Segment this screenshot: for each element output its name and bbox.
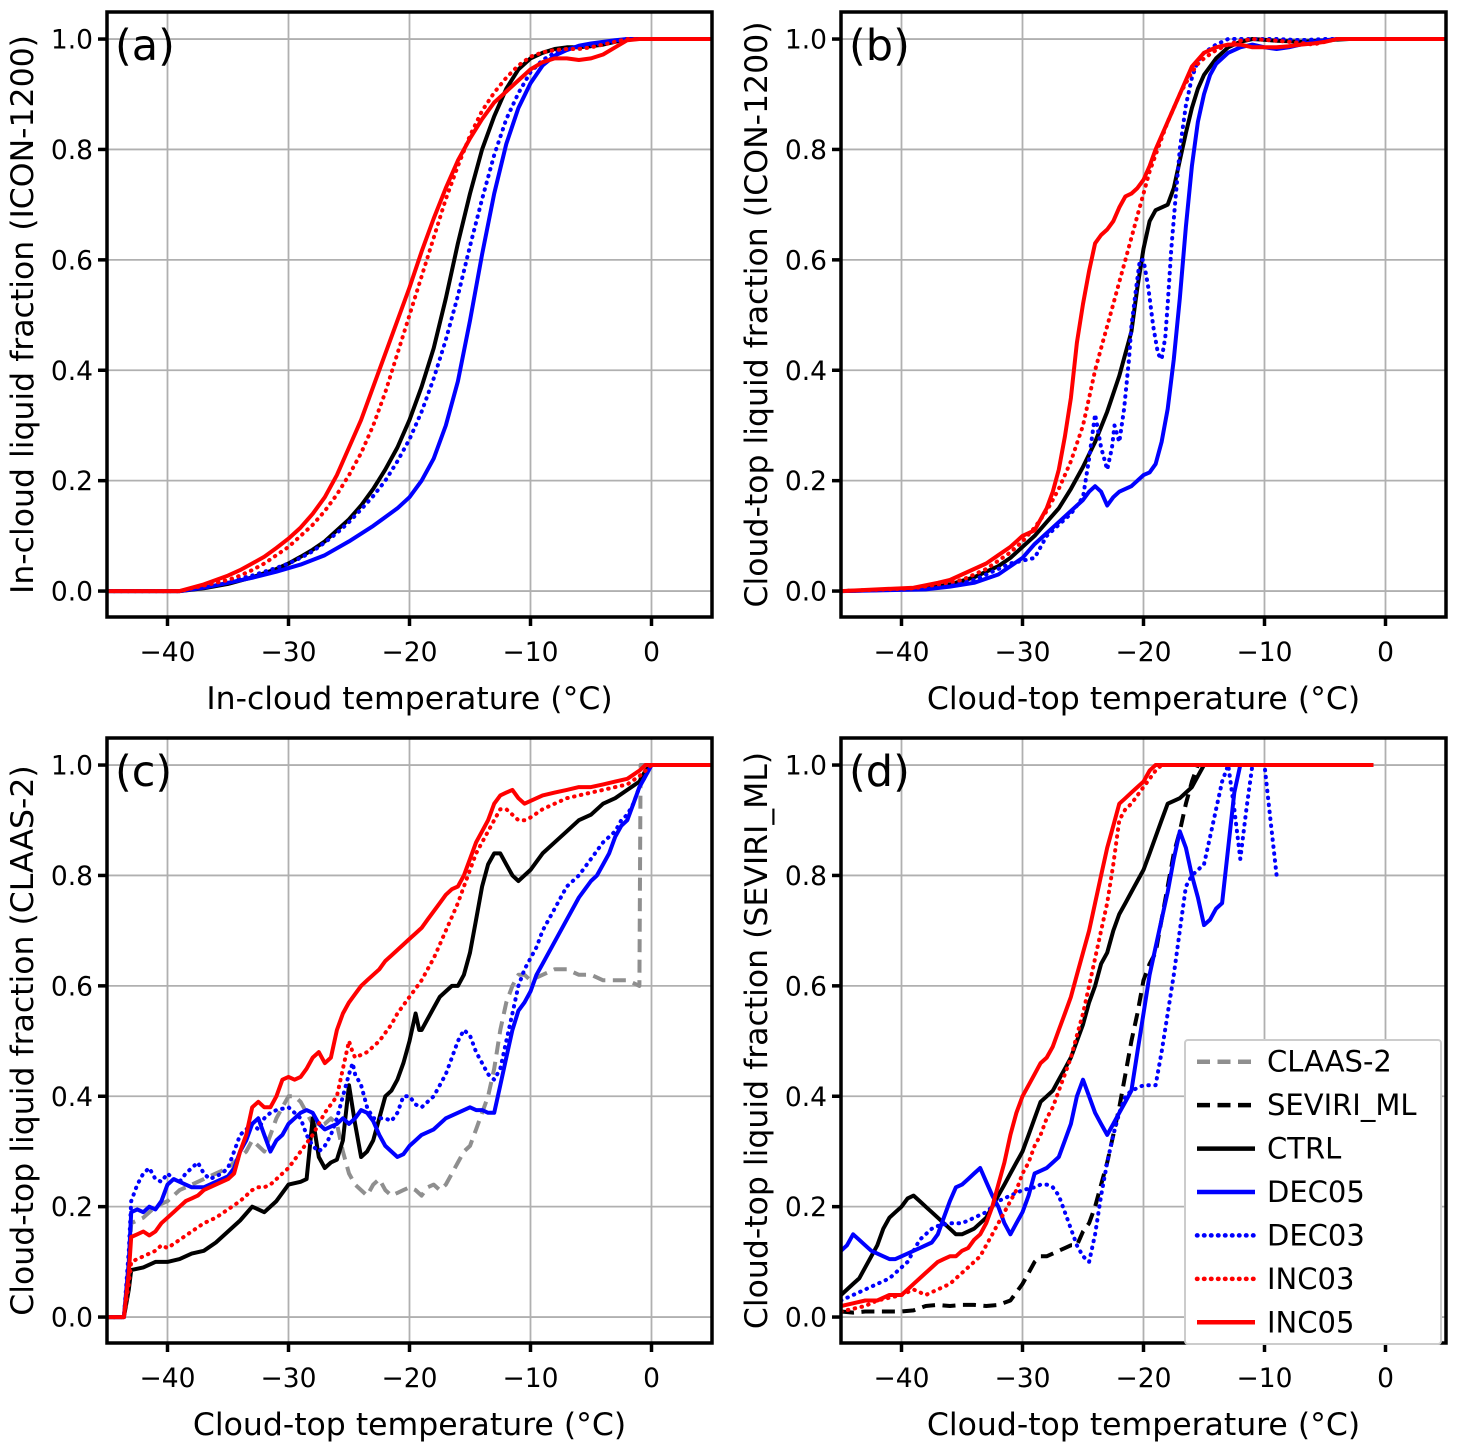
x-tick-label: −10	[1237, 1363, 1293, 1394]
x-tick-label: −20	[382, 637, 438, 668]
x-tick-label: −30	[261, 1363, 317, 1394]
series-INC03-line	[841, 763, 1376, 1314]
x-axis-label: In-cloud temperature (°C)	[206, 681, 612, 717]
y-tick-label: 0.6	[785, 971, 827, 1002]
y-tick-label: 0.2	[51, 1192, 93, 1223]
x-tick-label: −40	[140, 637, 196, 668]
x-tick-label: 0	[1377, 637, 1394, 668]
series-group	[841, 37, 1446, 594]
y-tick-label: 0.0	[785, 1303, 827, 1334]
y-tick-label: 0.6	[51, 971, 93, 1002]
legend-label: SEVIRI_ML	[1267, 1088, 1417, 1122]
x-axis-label: Cloud-top temperature (°C)	[193, 1407, 626, 1443]
series-INC05-line	[107, 763, 712, 1320]
legend-box	[1184, 1039, 1442, 1345]
series-DEC03-line	[841, 763, 1279, 1303]
y-axis-label: In-cloud liquid fraction (ICON-1200)	[5, 35, 41, 594]
y-tick-label: 0.4	[51, 1082, 93, 1113]
series-CLAAS-2-line	[107, 763, 712, 1320]
legend-label: INC03	[1267, 1262, 1354, 1296]
y-tick-label: 0.8	[51, 135, 93, 166]
series-CTRL-line	[841, 763, 1374, 1297]
y-tick-label: 0.0	[51, 1303, 93, 1334]
x-tick-label: 0	[1377, 1363, 1394, 1394]
x-tick-label: −30	[995, 637, 1051, 668]
y-tick-label: 0.8	[785, 135, 827, 166]
y-axis-label: Cloud-top liquid fraction (CLAAS-2)	[5, 765, 41, 1315]
legend-label: DEC03	[1267, 1218, 1365, 1252]
y-tick-label: 0.4	[785, 1082, 827, 1113]
series-group	[841, 763, 1376, 1315]
x-tick-label: −20	[1116, 637, 1172, 668]
panel-c: −40 −30 −20 −10 0 0.0 0.2 0.4 0.6 0.8 1.0 Cloud-top…	[5, 736, 714, 1443]
panel-letter: (a)	[115, 21, 175, 71]
y-tick-label: 0.6	[51, 245, 93, 276]
y-tick-label: 0.2	[785, 466, 827, 497]
legend-label: INC05	[1267, 1305, 1354, 1339]
series-CTRL-line	[107, 763, 712, 1320]
series-INC05-line	[107, 37, 712, 594]
y-tick-label: 0.4	[785, 356, 827, 387]
legend-label: CLAAS-2	[1267, 1045, 1392, 1079]
series-group	[107, 763, 712, 1320]
legend-label: CTRL	[1267, 1132, 1341, 1166]
panel-a: −40 −30 −20 −10 0 0.0 0.2 0.4 0.6 0.8 1.0 In-cloud …	[5, 10, 714, 717]
y-tick-label: 0.2	[51, 466, 93, 497]
x-tick-label: −10	[503, 1363, 559, 1394]
y-tick-label: 1.0	[51, 25, 93, 56]
series-SEVIRI_ML-line	[841, 763, 1374, 1315]
y-axis-label: Cloud-top liquid fraction (SEVIRI_ML)	[739, 752, 775, 1329]
y-tick-label: 1.0	[51, 751, 93, 782]
panel-letter: (b)	[849, 21, 910, 71]
series-INC03-line	[107, 37, 712, 594]
legend-label: DEC05	[1267, 1175, 1365, 1209]
y-tick-label: 0.6	[785, 245, 827, 276]
panel-letter: (d)	[849, 747, 910, 797]
y-axis-label: Cloud-top liquid fraction (ICON-1200)	[739, 22, 775, 608]
x-tick-label: −20	[1116, 1363, 1172, 1394]
y-tick-label: 0.8	[785, 861, 827, 892]
series-DEC05-line	[107, 763, 712, 1320]
series-DEC05-line	[841, 763, 1253, 1262]
series-INC03-line	[107, 763, 712, 1320]
series-INC05-line	[841, 763, 1374, 1308]
x-tick-label: 0	[643, 637, 660, 668]
series-DEC05-line	[107, 37, 712, 594]
series-INC05-line	[841, 37, 1446, 594]
x-axis-label: Cloud-top temperature (°C)	[927, 681, 1360, 717]
y-tick-label: 0.0	[51, 577, 93, 608]
y-tick-label: 0.8	[51, 861, 93, 892]
x-tick-label: −30	[995, 1363, 1051, 1394]
x-tick-label: −10	[503, 637, 559, 668]
y-tick-label: 1.0	[785, 751, 827, 782]
y-tick-label: 0.0	[785, 577, 827, 608]
x-axis-label: Cloud-top temperature (°C)	[927, 1407, 1360, 1443]
x-tick-label: −40	[874, 1363, 930, 1394]
y-tick-label: 0.2	[785, 1192, 827, 1223]
series-group	[107, 37, 712, 594]
panel-letter: (c)	[115, 747, 172, 797]
y-tick-label: 0.4	[51, 356, 93, 387]
x-tick-label: −20	[382, 1363, 438, 1394]
x-tick-label: 0	[643, 1363, 660, 1394]
panel-b: −40 −30 −20 −10 0 0.0 0.2 0.4 0.6 0.8 1.0 Cloud-top…	[739, 10, 1448, 717]
x-tick-label: −30	[261, 637, 317, 668]
x-tick-label: −40	[140, 1363, 196, 1394]
series-DEC03-line	[107, 763, 712, 1320]
panel-d: −40 −30 −20 −10 0 0.0 0.2 0.4 0.6 0.8 1.0 Cloud-top…	[739, 736, 1448, 1443]
y-tick-label: 1.0	[785, 25, 827, 56]
x-tick-label: −40	[874, 637, 930, 668]
series-INC03-line	[841, 37, 1446, 594]
x-tick-label: −10	[1237, 637, 1293, 668]
